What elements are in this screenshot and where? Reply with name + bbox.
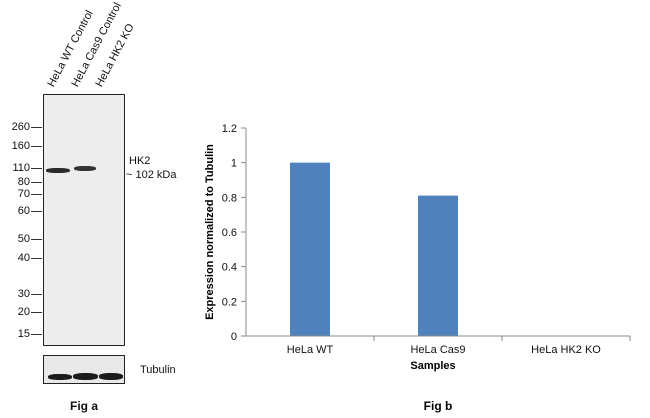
y-tick-label: 1 xyxy=(231,158,237,170)
mw-tick xyxy=(31,127,42,128)
x-axis-title: Samples xyxy=(410,360,455,372)
mw-tick xyxy=(31,294,42,295)
mw-tick xyxy=(31,334,42,335)
blot-membrane-hk2 xyxy=(43,94,125,346)
mw-tick xyxy=(31,239,42,240)
mw-marker-110: 110 xyxy=(12,162,30,174)
mw-marker-30: 30 xyxy=(17,288,30,300)
bar-hela-cas9 xyxy=(418,195,458,336)
fig-a-caption: Fig a xyxy=(70,399,99,413)
band-cas9-tubulin xyxy=(73,373,98,380)
y-tick-label: 1.2 xyxy=(222,123,237,135)
mw-tick xyxy=(31,312,42,313)
x-tick-label: HeLa HK2 KO xyxy=(531,344,601,356)
mw-marker-20: 20 xyxy=(17,306,30,318)
mw-marker-160: 160 xyxy=(11,140,30,152)
y-tick-label: 0 xyxy=(231,331,237,343)
y-tick-label: 0.4 xyxy=(222,262,237,274)
bar-hela-wt xyxy=(290,162,330,336)
mw-tick xyxy=(31,211,42,212)
band-label-hk2: HK2 xyxy=(129,155,151,167)
mw-tick xyxy=(31,168,42,169)
mw-marker-40: 40 xyxy=(17,252,30,264)
blot-membrane-tubulin xyxy=(43,355,125,384)
bars xyxy=(290,162,458,336)
band-label-kda: ~ 102 kDa xyxy=(126,169,177,181)
y-tick-label: 0.8 xyxy=(222,192,237,204)
mw-tick xyxy=(31,258,42,259)
fig-b-caption: Fig b xyxy=(424,399,453,413)
loading-control-label: Tubulin xyxy=(140,364,176,376)
mw-tick xyxy=(31,182,42,183)
mw-tick xyxy=(31,194,42,195)
x-axis: HeLa WT HeLa Cas9 HeLa HK2 KO xyxy=(246,335,631,356)
mw-marker-260: 260 xyxy=(11,121,30,133)
band-ko-tubulin xyxy=(99,373,123,380)
band-wt-hk2 xyxy=(46,168,70,173)
mw-marker-60: 60 xyxy=(17,205,30,217)
band-cas9-hk2 xyxy=(74,166,96,171)
y-axis-title: Expression normalized to Tubulin xyxy=(204,144,216,320)
mw-marker-15: 15 xyxy=(17,328,30,340)
x-tick-label: HeLa WT xyxy=(287,344,334,356)
y-tick-label: 0.2 xyxy=(222,296,237,308)
x-tick-label: HeLa Cas9 xyxy=(410,344,465,356)
y-axis: 0 0.2 0.4 0.6 0.8 1 1.2 xyxy=(222,123,247,343)
mw-tick xyxy=(31,146,42,147)
mw-marker-50: 50 xyxy=(17,233,30,245)
band-wt-tubulin xyxy=(48,374,72,380)
y-tick-label: 0.6 xyxy=(222,227,237,239)
mw-marker-70: 70 xyxy=(17,188,30,200)
mw-marker-80: 80 xyxy=(17,176,30,188)
